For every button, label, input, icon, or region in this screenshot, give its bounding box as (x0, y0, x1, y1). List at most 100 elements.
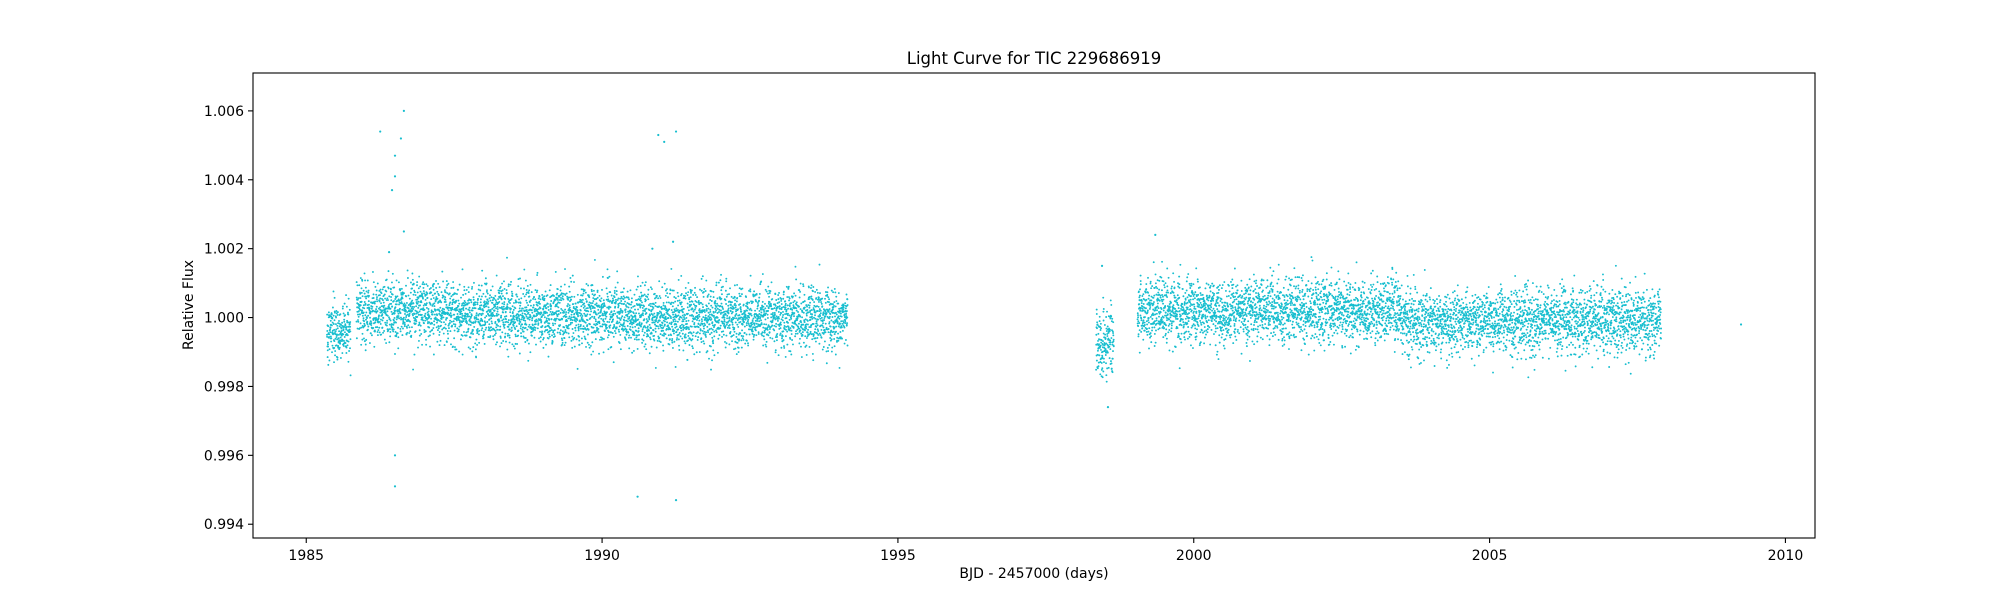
data-point (347, 297, 350, 300)
data-point (445, 303, 448, 306)
data-point (649, 305, 652, 308)
data-point (684, 286, 687, 289)
data-point (594, 331, 597, 334)
data-point (1154, 320, 1156, 323)
data-point (709, 298, 712, 301)
data-point (388, 323, 391, 326)
data-point (333, 361, 335, 364)
data-point (402, 318, 405, 321)
data-point (747, 322, 750, 325)
data-point (381, 288, 384, 291)
data-point (700, 302, 703, 304)
data-point (777, 298, 780, 301)
data-point (581, 298, 584, 301)
data-point (584, 291, 587, 294)
data-point (789, 337, 792, 340)
data-point (442, 316, 445, 319)
data-point (672, 313, 675, 316)
data-point (1102, 357, 1105, 360)
data-point (445, 306, 448, 309)
data-point (401, 334, 404, 337)
data-point (827, 286, 830, 289)
data-point (581, 301, 584, 304)
data-point (569, 317, 572, 320)
data-point (767, 292, 769, 295)
data-point (387, 299, 389, 301)
data-point (532, 328, 535, 331)
data-point (452, 320, 455, 323)
data-point (435, 280, 437, 282)
data-point (822, 346, 825, 348)
data-point (372, 271, 374, 273)
data-point (693, 353, 696, 356)
data-point (811, 338, 814, 341)
data-point (648, 352, 651, 355)
data-point (369, 332, 372, 335)
data-point (1151, 326, 1154, 329)
data-point (549, 284, 552, 287)
data-point (588, 343, 590, 346)
data-point (413, 306, 416, 308)
data-point (442, 295, 445, 298)
data-point (824, 331, 827, 334)
data-point (340, 334, 343, 337)
data-point (528, 295, 531, 298)
data-point (785, 317, 788, 320)
data-point (1096, 327, 1098, 330)
data-point (508, 336, 511, 339)
data-point (363, 272, 366, 275)
data-point (478, 312, 481, 315)
data-point (552, 324, 555, 327)
data-point (489, 335, 492, 338)
data-point (1162, 316, 1165, 319)
data-point (679, 324, 682, 327)
data-point (665, 318, 668, 321)
data-point (666, 313, 669, 315)
data-point (411, 272, 414, 275)
data-point (345, 328, 348, 331)
data-point (425, 306, 428, 309)
data-point (539, 298, 542, 301)
data-point (539, 336, 542, 339)
data-point (538, 300, 541, 303)
data-point (734, 299, 737, 302)
data-point (735, 300, 738, 303)
data-point (357, 319, 359, 321)
data-point (1147, 321, 1150, 324)
data-point (644, 326, 647, 329)
data-point (386, 319, 389, 322)
data-point (648, 304, 650, 307)
data-point (780, 299, 783, 302)
data-point (600, 338, 603, 341)
data-point (412, 308, 415, 310)
data-point (408, 312, 411, 315)
data-point (814, 328, 817, 331)
data-point (677, 309, 679, 311)
data-point (745, 333, 748, 336)
data-point (1139, 280, 1142, 282)
data-point (541, 293, 544, 296)
data-point (612, 361, 615, 364)
data-point (627, 312, 630, 315)
data-point (657, 297, 660, 300)
data-point (449, 301, 452, 304)
data-point (1153, 345, 1156, 347)
data-point (433, 323, 436, 326)
data-point (586, 324, 589, 327)
data-point (655, 316, 658, 319)
data-point (419, 290, 422, 293)
data-point (1098, 315, 1101, 318)
data-point (331, 351, 333, 354)
data-point (1153, 326, 1156, 329)
data-point (422, 307, 425, 310)
data-point (520, 332, 522, 335)
data-point (586, 307, 589, 310)
data-point (518, 310, 521, 312)
data-point (619, 319, 622, 321)
data-point (563, 326, 566, 329)
data-point (601, 275, 604, 278)
data-point (565, 319, 568, 322)
data-point (419, 285, 422, 288)
data-point (487, 306, 490, 309)
data-point (677, 295, 680, 298)
